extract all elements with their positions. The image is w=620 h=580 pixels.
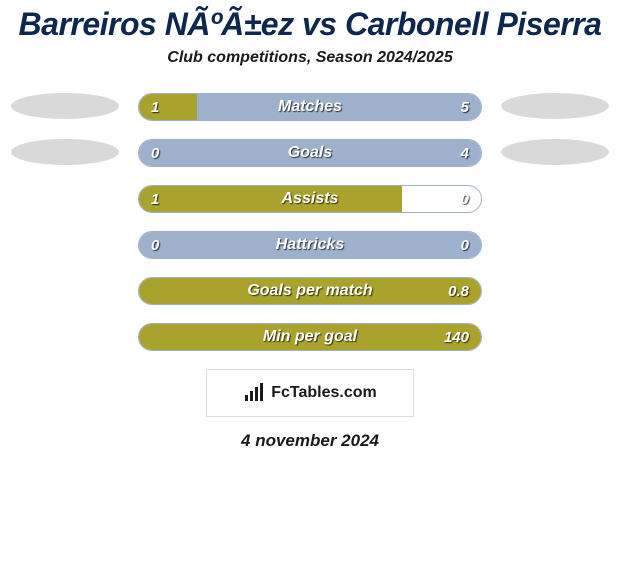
stat-fill-right <box>139 232 481 258</box>
avatar-placeholder <box>501 139 609 165</box>
page-title: Barreiros NÃºÃ±ez vs Carbonell Piserra <box>0 0 620 47</box>
stat-row: 140Min per goal <box>138 323 482 351</box>
stat-fill-right <box>139 140 481 166</box>
stat-fill-left <box>139 324 481 350</box>
stat-fill-right <box>197 94 481 120</box>
comparison-card: Barreiros NÃºÃ±ez vs Carbonell Piserra C… <box>0 0 620 451</box>
date-text: 4 november 2024 <box>0 431 620 451</box>
avatar-placeholder <box>11 139 119 165</box>
logo-text: FcTables.com <box>271 384 377 402</box>
stat-row: 0.8Goals per match <box>138 277 482 305</box>
right-avatar-column <box>490 93 620 185</box>
avatar-placeholder <box>11 93 119 119</box>
stat-row: 15Matches <box>138 93 482 121</box>
stat-value-right: 4 <box>461 140 469 166</box>
stat-value-right: 140 <box>444 324 469 350</box>
subtitle: Club competitions, Season 2024/2025 <box>0 49 620 67</box>
stat-value-left: 1 <box>151 94 159 120</box>
stat-value-right: 0 <box>461 186 469 212</box>
stat-value-left: 1 <box>151 186 159 212</box>
stat-row: 00Hattricks <box>138 231 482 259</box>
stat-value-right: 0 <box>461 232 469 258</box>
stat-value-left: 0 <box>151 140 159 166</box>
stat-row: 04Goals <box>138 139 482 167</box>
logo-box: FcTables.com <box>206 369 414 417</box>
bar-chart-icon <box>243 383 265 403</box>
stat-value-left: 0 <box>151 232 159 258</box>
stat-fill-left <box>139 94 197 120</box>
stat-row: 10Assists <box>138 185 482 213</box>
stat-rows: 15Matches04Goals10Assists00Hattricks0.8G… <box>138 93 482 351</box>
stat-value-right: 0.8 <box>448 278 469 304</box>
left-avatar-column <box>0 93 130 185</box>
avatar-placeholder <box>501 93 609 119</box>
stat-value-right: 5 <box>461 94 469 120</box>
bars-area: 15Matches04Goals10Assists00Hattricks0.8G… <box>0 67 620 451</box>
stat-fill-left <box>139 278 481 304</box>
stat-fill-left <box>139 186 402 212</box>
